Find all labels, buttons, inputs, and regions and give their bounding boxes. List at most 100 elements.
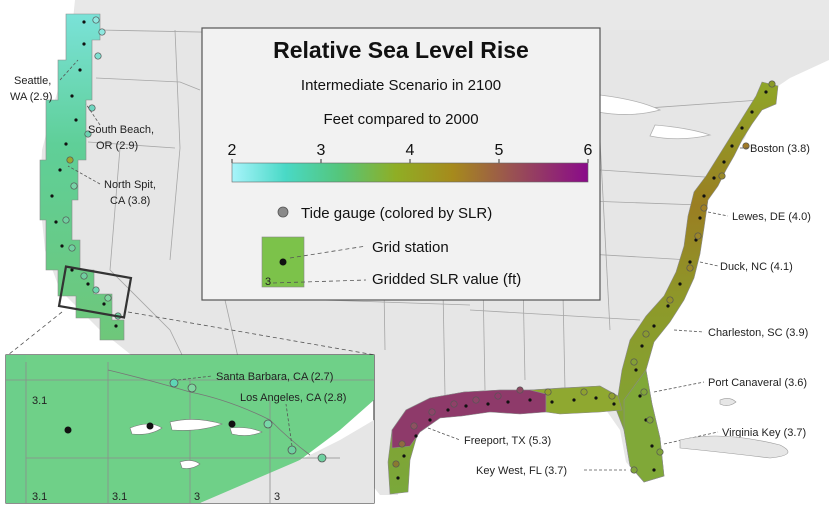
tide-gauge — [656, 448, 664, 456]
grid-station-dot — [698, 216, 702, 220]
grid-station-dot — [550, 400, 554, 404]
tide-gauge — [450, 400, 458, 408]
tide-gauge — [428, 408, 436, 416]
tide-gauge-los-angeles — [287, 445, 297, 455]
inset-map: Santa Barbara, CA (2.7) Los Angeles, CA … — [5, 354, 375, 504]
tide-gauge — [104, 294, 112, 302]
grid-station-dot — [764, 90, 768, 94]
tide-gauge — [494, 392, 502, 400]
east-coast-grid — [387, 81, 779, 495]
legend-title: Relative Sea Level Rise — [273, 37, 529, 63]
tide-gauge — [768, 80, 776, 88]
label-seattle-line2: WA (2.9) — [10, 91, 52, 103]
inset-cell-value: 3 — [194, 491, 200, 503]
label-virginia-key: Virginia Key (3.7) — [722, 427, 806, 439]
inset-label-los-angeles: Los Angeles, CA (2.8) — [240, 392, 346, 404]
tide-gauge — [580, 388, 588, 396]
great-lake — [649, 124, 712, 140]
grid-station-dot — [50, 194, 54, 198]
legend-tide-gauge-label: Tide gauge (colored by SLR) — [301, 205, 492, 222]
tide-gauge — [544, 388, 552, 396]
tide-gauge — [80, 272, 88, 280]
inset-cell-value: 3.1 — [32, 491, 47, 503]
grid-station-dot — [82, 42, 86, 46]
label-south-beach-line2: OR (2.9) — [96, 140, 138, 152]
legend-gridded-value-label: Gridded SLR value (ft) — [372, 271, 521, 288]
grid-station-dot — [666, 304, 670, 308]
grid-station-dot — [414, 434, 418, 438]
legend-scenario: Intermediate Scenario in 2100 — [301, 77, 501, 94]
label-lewes: Lewes, DE (4.0) — [732, 211, 811, 223]
grid-station-dot — [594, 396, 598, 400]
tide-gauge — [642, 330, 650, 338]
grid-station-dot — [712, 176, 716, 180]
inset-connector — [7, 311, 63, 356]
legend-tide-gauge-marker — [277, 206, 289, 218]
west-labels: Seattle, WA (2.9) South Beach, OR (2.9) … — [10, 59, 156, 207]
legend-cell-value: 3 — [265, 276, 271, 288]
tide-gauge — [646, 416, 654, 424]
grid-station-dot — [60, 244, 64, 248]
tide-gauge — [472, 396, 480, 404]
grid-station-dot — [506, 400, 510, 404]
legend-tick-label: 2 — [228, 142, 237, 159]
grid-station-dot — [102, 302, 106, 306]
label-duck: Duck, NC (4.1) — [720, 261, 793, 273]
grid-station-dot — [634, 368, 638, 372]
grid-station-dot — [70, 94, 74, 98]
inset-cell-value: 3 — [274, 491, 280, 503]
legend-tick-label: 3 — [317, 142, 326, 159]
grid-station-dot — [702, 194, 706, 198]
grid-station-dot — [86, 282, 90, 286]
grid-station-dot — [74, 118, 78, 122]
grid-station-dot — [446, 408, 450, 412]
tide-gauge — [694, 232, 702, 240]
grid-station-dot — [572, 398, 576, 402]
inset-cell-value: 3.1 — [32, 395, 47, 407]
east-tide-gauges — [392, 80, 776, 474]
bahamas-island — [719, 398, 737, 406]
label-north-spit-line1: North Spit, — [104, 179, 156, 191]
tide-gauge — [630, 358, 638, 366]
inset-label-santa-barbara: Santa Barbara, CA (2.7) — [216, 371, 333, 383]
tide-gauge — [608, 392, 616, 400]
label-key-west: Key West, FL (3.7) — [476, 465, 567, 477]
label-charleston: Charleston, SC (3.9) — [708, 327, 808, 339]
legend-grid-station-dot — [279, 258, 287, 266]
label-seattle-line1: Seattle, — [14, 75, 51, 87]
grid-station-dot — [70, 268, 74, 272]
cuba-island — [679, 435, 789, 459]
grid-station-dot — [638, 394, 642, 398]
legend-units: Feet compared to 2000 — [323, 111, 478, 128]
tide-gauge — [398, 440, 406, 448]
tide-gauge — [92, 16, 100, 24]
tide-gauge — [666, 296, 674, 304]
grid-station-dot — [652, 324, 656, 328]
tide-gauge — [516, 386, 524, 394]
west-grid-stations — [50, 20, 118, 328]
inset-locator-box — [57, 265, 133, 319]
grid-station-dot — [58, 168, 62, 172]
tide-gauge — [317, 453, 327, 463]
legend-tick-label: 5 — [495, 142, 504, 159]
grid-station-dot — [652, 468, 656, 472]
grid-station-dot — [428, 418, 432, 422]
grid-station-dot — [464, 404, 468, 408]
tide-gauge — [92, 286, 100, 294]
grid-station-dot — [82, 20, 86, 24]
tide-gauge — [392, 460, 400, 468]
grid-station-dot — [740, 126, 744, 130]
grid-station-dot — [396, 476, 400, 480]
tide-gauge — [700, 204, 708, 212]
tide-gauge-santa-barbara — [169, 378, 179, 388]
legend-ticks: 2 3 4 5 6 — [228, 142, 593, 163]
label-north-spit-line2: CA (3.8) — [110, 195, 150, 207]
tide-gauge — [70, 182, 78, 190]
grid-station-dot — [114, 324, 118, 328]
legend-tick-label: 6 — [584, 142, 593, 159]
tide-gauge — [410, 422, 418, 430]
tide-gauge — [62, 216, 70, 224]
tide-gauge — [630, 466, 638, 474]
